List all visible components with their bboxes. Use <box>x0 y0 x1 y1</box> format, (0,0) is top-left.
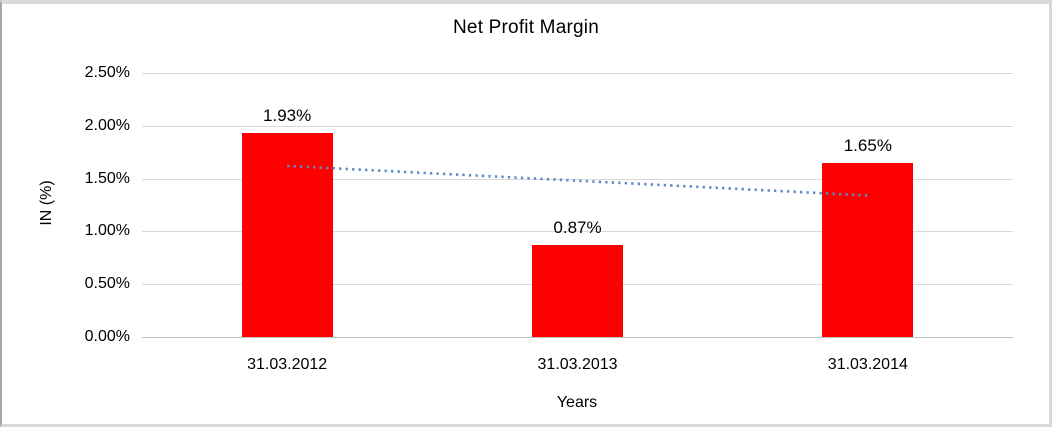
y-tick-label: 2.00% <box>84 116 130 134</box>
gridline <box>142 231 1013 233</box>
gridline <box>142 73 1013 74</box>
x-axis-title: Years <box>556 394 598 411</box>
x-tick-label: 31.03.2013 <box>537 356 618 373</box>
bar-31.03.2014 <box>822 162 914 337</box>
y-tick-label: 0.00% <box>84 328 130 345</box>
gridline <box>142 178 1013 180</box>
bar-value-label: 0.87% <box>553 218 602 238</box>
bar-31.03.2013 <box>532 245 623 337</box>
plot-area <box>142 73 1013 338</box>
bar-value-label: 1.65% <box>843 135 892 155</box>
y-tick-label: 1.50% <box>84 169 130 187</box>
y-axis-title: IN (%) <box>38 180 55 226</box>
chart-title: Net Profit Margin <box>453 17 599 38</box>
x-tick-label: 31.03.2012 <box>247 356 328 373</box>
gridline <box>142 125 1013 127</box>
x-tick-label: 31.03.2014 <box>827 356 908 373</box>
y-tick-label: 0.50% <box>84 275 130 293</box>
bar-value-label: 1.93% <box>263 106 312 126</box>
y-tick-label: 1.00% <box>84 222 130 240</box>
y-tick-label: 2.50% <box>84 64 130 81</box>
x-axis-line <box>142 337 1013 338</box>
